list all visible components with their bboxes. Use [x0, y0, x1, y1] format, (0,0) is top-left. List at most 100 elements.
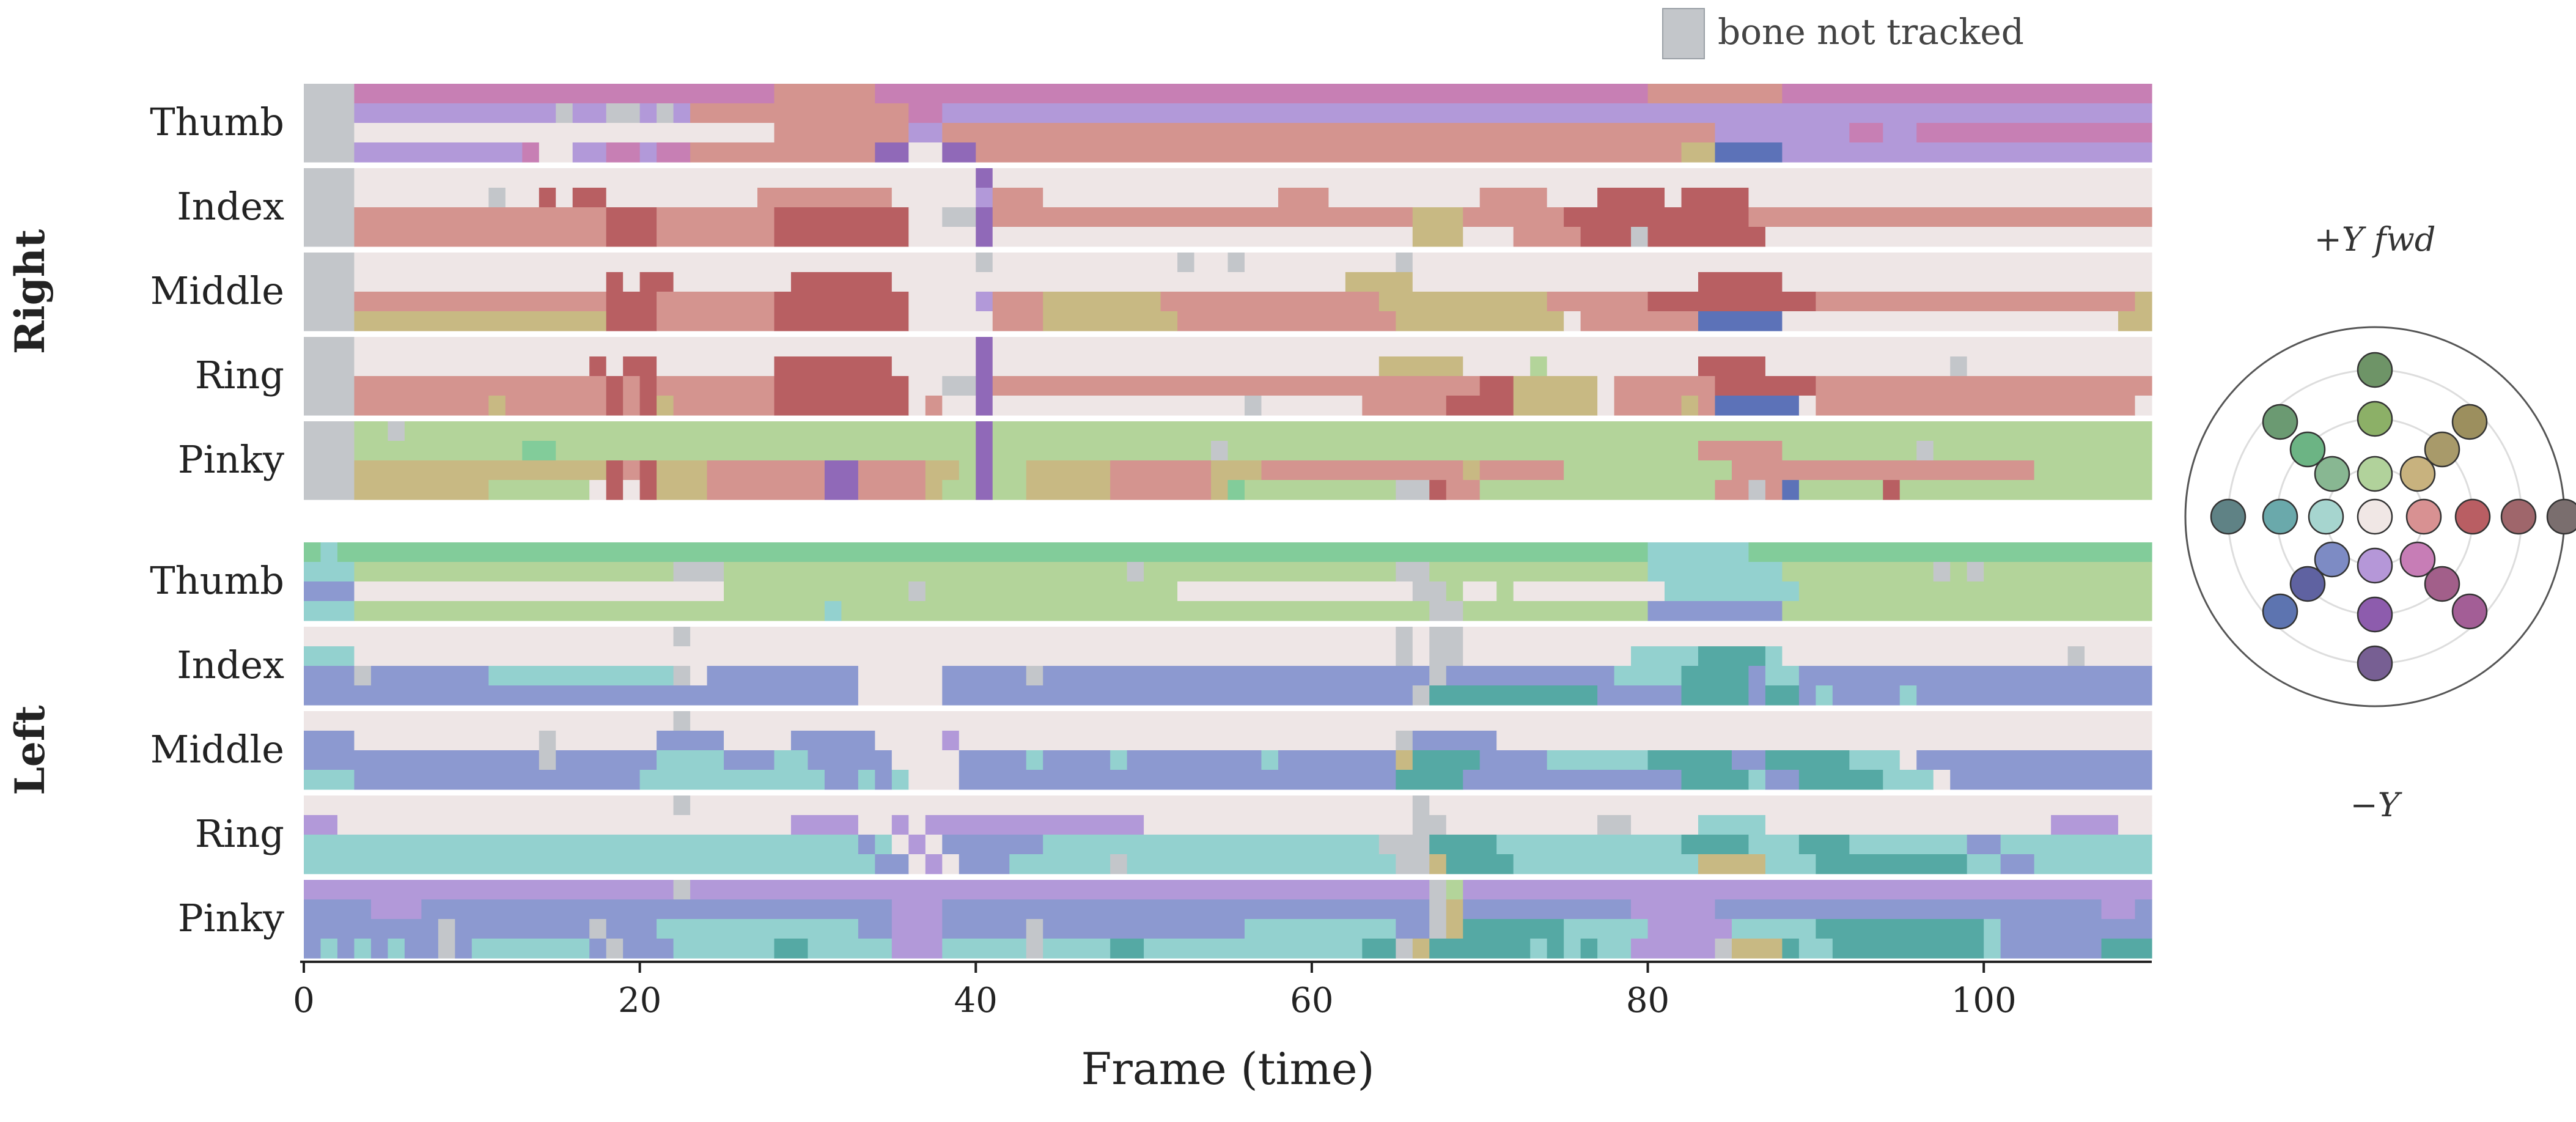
heatmap-cell: [1160, 292, 1380, 312]
heatmap-cell: [841, 601, 1430, 621]
heatmap-cell: [976, 207, 993, 227]
heatmap-cell: [1698, 311, 1783, 331]
direction-swatch: [2451, 404, 2488, 440]
heatmap-cell: [1446, 581, 1463, 602]
direction-swatch: [2308, 498, 2344, 535]
direction-swatch: [2314, 541, 2350, 578]
heatmap-cell: [1396, 854, 1430, 874]
heatmap-cell: [354, 480, 489, 500]
heatmap-cell: [875, 731, 943, 751]
heatmap-cell: [1748, 542, 2152, 563]
heatmap-cell: [1043, 835, 1380, 855]
heatmap-cell: [1026, 460, 1111, 481]
heatmap-cell: [1748, 770, 1766, 790]
heatmap-cell: [925, 835, 943, 855]
heatmap-cell: [1211, 480, 1229, 500]
heatmap-cell: [1715, 123, 1850, 143]
heatmap-cell: [337, 939, 355, 959]
heatmap-cell: [1429, 601, 1463, 621]
heatmap-cell: [824, 480, 859, 500]
heatmap-cell: [1463, 899, 1632, 920]
heatmap-cell: [505, 396, 607, 416]
heatmap-cell: [572, 103, 607, 124]
heatmap-cell: [774, 292, 909, 312]
heatmap-cell: [354, 188, 489, 208]
heatmap-cell: [1883, 480, 1901, 500]
heatmap-cell: [1631, 227, 1649, 247]
heatmap-cell: [942, 142, 976, 163]
heatmap-cell: [2051, 815, 2119, 835]
heatmap-cell: [1429, 939, 1531, 959]
heatmap-cell: [774, 750, 809, 770]
heatmap-cell: [1194, 253, 1229, 273]
heatmap-cell: [354, 731, 540, 751]
heatmap-cell: [1026, 919, 1043, 939]
heatmap-cell: [891, 899, 943, 920]
heatmap-cell: [1513, 396, 1598, 416]
heatmap-cell: [992, 292, 1043, 312]
direction-swatch: [2546, 498, 2576, 535]
heatmap-cell: [1211, 441, 1229, 461]
heatmap-cell: [959, 750, 1027, 770]
heatmap-cell: [1782, 142, 2152, 163]
heatmap-cell: [1832, 685, 1901, 706]
heatmap-cell: [388, 421, 405, 441]
direction-swatch: [2357, 596, 2393, 633]
heatmap-cell: [304, 441, 355, 461]
heatmap-cell: [1479, 750, 1548, 770]
heatmap-cell: [942, 685, 1413, 706]
heatmap-cell: [1043, 939, 1111, 959]
heatmap-cell: [942, 123, 1716, 143]
heatmap-cell: [1547, 292, 1649, 312]
heatmap-cell: [992, 207, 1413, 227]
heatmap-cell: [942, 480, 976, 500]
heatmap-cell: [2067, 646, 2085, 666]
heatmap-cell: [992, 227, 1413, 247]
heatmap-cell: [1463, 581, 1497, 602]
heatmap-cell: [304, 835, 859, 855]
heatmap-cell: [1412, 227, 1463, 247]
heatmap-cell: [1698, 854, 1766, 874]
heatmap-cell: [1564, 919, 1649, 939]
heatmap-cell: [673, 562, 724, 582]
heatmap-cell: [1647, 84, 1783, 104]
heatmap-cell: [639, 480, 657, 500]
heatmap-cell: [1043, 311, 1178, 331]
heatmap-cell: [2135, 899, 2152, 920]
heatmap-cell: [1765, 227, 2152, 247]
heatmap-cell: [639, 396, 657, 416]
heatmap-cell: [354, 441, 523, 461]
heatmap-cell: [1127, 854, 1396, 874]
heatmap-cell: [657, 919, 859, 939]
heatmap-cell: [673, 103, 691, 124]
heatmap-cell: [2000, 939, 2102, 959]
right-middle-block: [304, 253, 2152, 331]
heatmap-cell: [354, 337, 976, 357]
heatmap-cell: [976, 396, 993, 416]
heatmap-cell: [1110, 854, 1128, 874]
left-middle-label: Middle: [150, 727, 284, 772]
heatmap-cell: [1496, 581, 1514, 602]
heatmap-cell: [657, 750, 724, 770]
heatmap-cell: [354, 292, 607, 312]
heatmap-cell: [707, 460, 825, 481]
heatmap-cell: [304, 376, 355, 396]
heatmap-cell: [1765, 685, 1800, 706]
heatmap-cell: [606, 939, 624, 959]
heatmap-cell: [908, 103, 943, 124]
heatmap-cell: [304, 581, 355, 602]
heatmap-cell: [438, 919, 455, 939]
heatmap-cell: [875, 84, 1649, 104]
heatmap-cell: [1547, 356, 1699, 377]
heatmap-cell: [1698, 815, 1766, 835]
heatmap-cell: [1244, 919, 1396, 939]
heatmap-cell: [337, 542, 1649, 563]
heatmap-cell: [455, 939, 473, 959]
heatmap-cell: [1396, 562, 1430, 582]
heatmap-cell: [1463, 207, 1564, 227]
heatmap-cell: [1244, 396, 1262, 416]
heatmap-cell: [1564, 207, 1750, 227]
key-top-label: +Y fwd: [2314, 220, 2436, 259]
heatmap-cell: [1631, 646, 1699, 666]
heatmap-cell: [1597, 939, 1632, 959]
